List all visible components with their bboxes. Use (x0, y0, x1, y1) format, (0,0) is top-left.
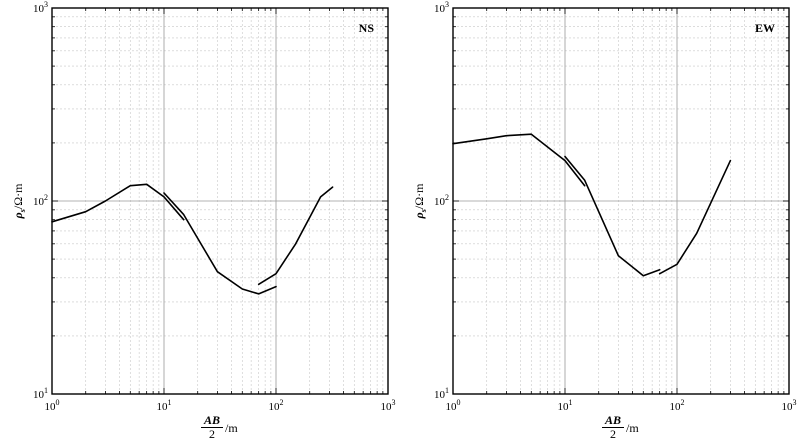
y-tick-label: 103 (434, 0, 449, 15)
series-line-3 (658, 159, 732, 275)
tick-base: 10 (670, 401, 682, 413)
tick-exponent: 1 (168, 398, 172, 407)
tick-base: 10 (434, 389, 446, 401)
tick-base: 10 (157, 401, 169, 413)
x-tick-label: 101 (558, 398, 573, 413)
x-label-unit: /m (225, 421, 238, 435)
tick-exponent: 3 (445, 0, 449, 9)
y-label-subscript: s (18, 209, 27, 213)
tick-exponent: 0 (457, 398, 461, 407)
tick-exponent: 3 (793, 398, 797, 407)
y-label-unit: /Ω·m (412, 183, 426, 209)
tick-base: 10 (381, 401, 393, 413)
tick-exponent: 2 (280, 398, 284, 407)
tick-exponent: 2 (445, 193, 449, 202)
y-tick-label: 103 (33, 0, 48, 15)
tick-base: 10 (269, 401, 281, 413)
tick-base: 10 (33, 3, 45, 15)
tick-base: 10 (434, 196, 446, 208)
tick-base: 10 (446, 401, 458, 413)
y-tick-label: 101 (33, 386, 48, 401)
x-tick-label: 103 (782, 398, 797, 413)
y-label-unit: /Ω·m (11, 183, 25, 209)
tick-exponent: 1 (445, 386, 449, 395)
series-line-2 (163, 192, 277, 295)
tick-exponent: 3 (44, 0, 48, 9)
tick-exponent: 2 (44, 193, 48, 202)
tick-exponent: 2 (681, 398, 685, 407)
x-label-denominator: 2 (209, 427, 215, 438)
x-tick-label: 103 (381, 398, 396, 413)
tick-base: 10 (45, 401, 57, 413)
tick-base: 10 (33, 196, 45, 208)
tick-exponent: 3 (392, 398, 396, 407)
x-tick-label: 101 (157, 398, 172, 413)
y-tick-label: 102 (434, 193, 449, 208)
panel-label: EW (755, 21, 775, 35)
panel-label: NS (359, 21, 375, 35)
series-line-2 (564, 155, 661, 277)
x-tick-label: 100 (45, 398, 60, 413)
tick-base: 10 (33, 389, 45, 401)
series-line-1 (452, 133, 586, 187)
y-label-subscript: s (419, 209, 428, 213)
y-label-symbol: ρ (412, 212, 426, 219)
x-label-denominator: 2 (610, 427, 616, 438)
x-tick-label: 102 (269, 398, 284, 413)
x-tick-label: 102 (670, 398, 685, 413)
series-line-1 (51, 183, 185, 223)
y-axis-label: ρs/Ω·m (412, 183, 428, 220)
x-label-numerator: AB (203, 413, 220, 427)
x-tick-label: 100 (446, 398, 461, 413)
tick-base: 10 (434, 3, 446, 15)
grid (452, 7, 790, 395)
series-line-3 (257, 186, 334, 286)
tick-exponent: 1 (44, 386, 48, 395)
x-label-unit: /m (626, 421, 639, 435)
grid (51, 7, 389, 395)
y-tick-label: 101 (434, 386, 449, 401)
y-tick-label: 102 (33, 193, 48, 208)
plot-frame (452, 7, 790, 395)
plot-frame (51, 7, 389, 395)
x-axis-label: AB2/m (602, 413, 639, 441)
tick-base: 10 (558, 401, 570, 413)
y-label-symbol: ρ (11, 212, 25, 219)
x-axis-label: AB2/m (201, 413, 238, 441)
tick-base: 10 (782, 401, 794, 413)
y-axis-label: ρs/Ω·m (11, 183, 27, 220)
x-label-numerator: AB (604, 413, 621, 427)
tick-exponent: 0 (56, 398, 60, 407)
tick-exponent: 1 (569, 398, 573, 407)
